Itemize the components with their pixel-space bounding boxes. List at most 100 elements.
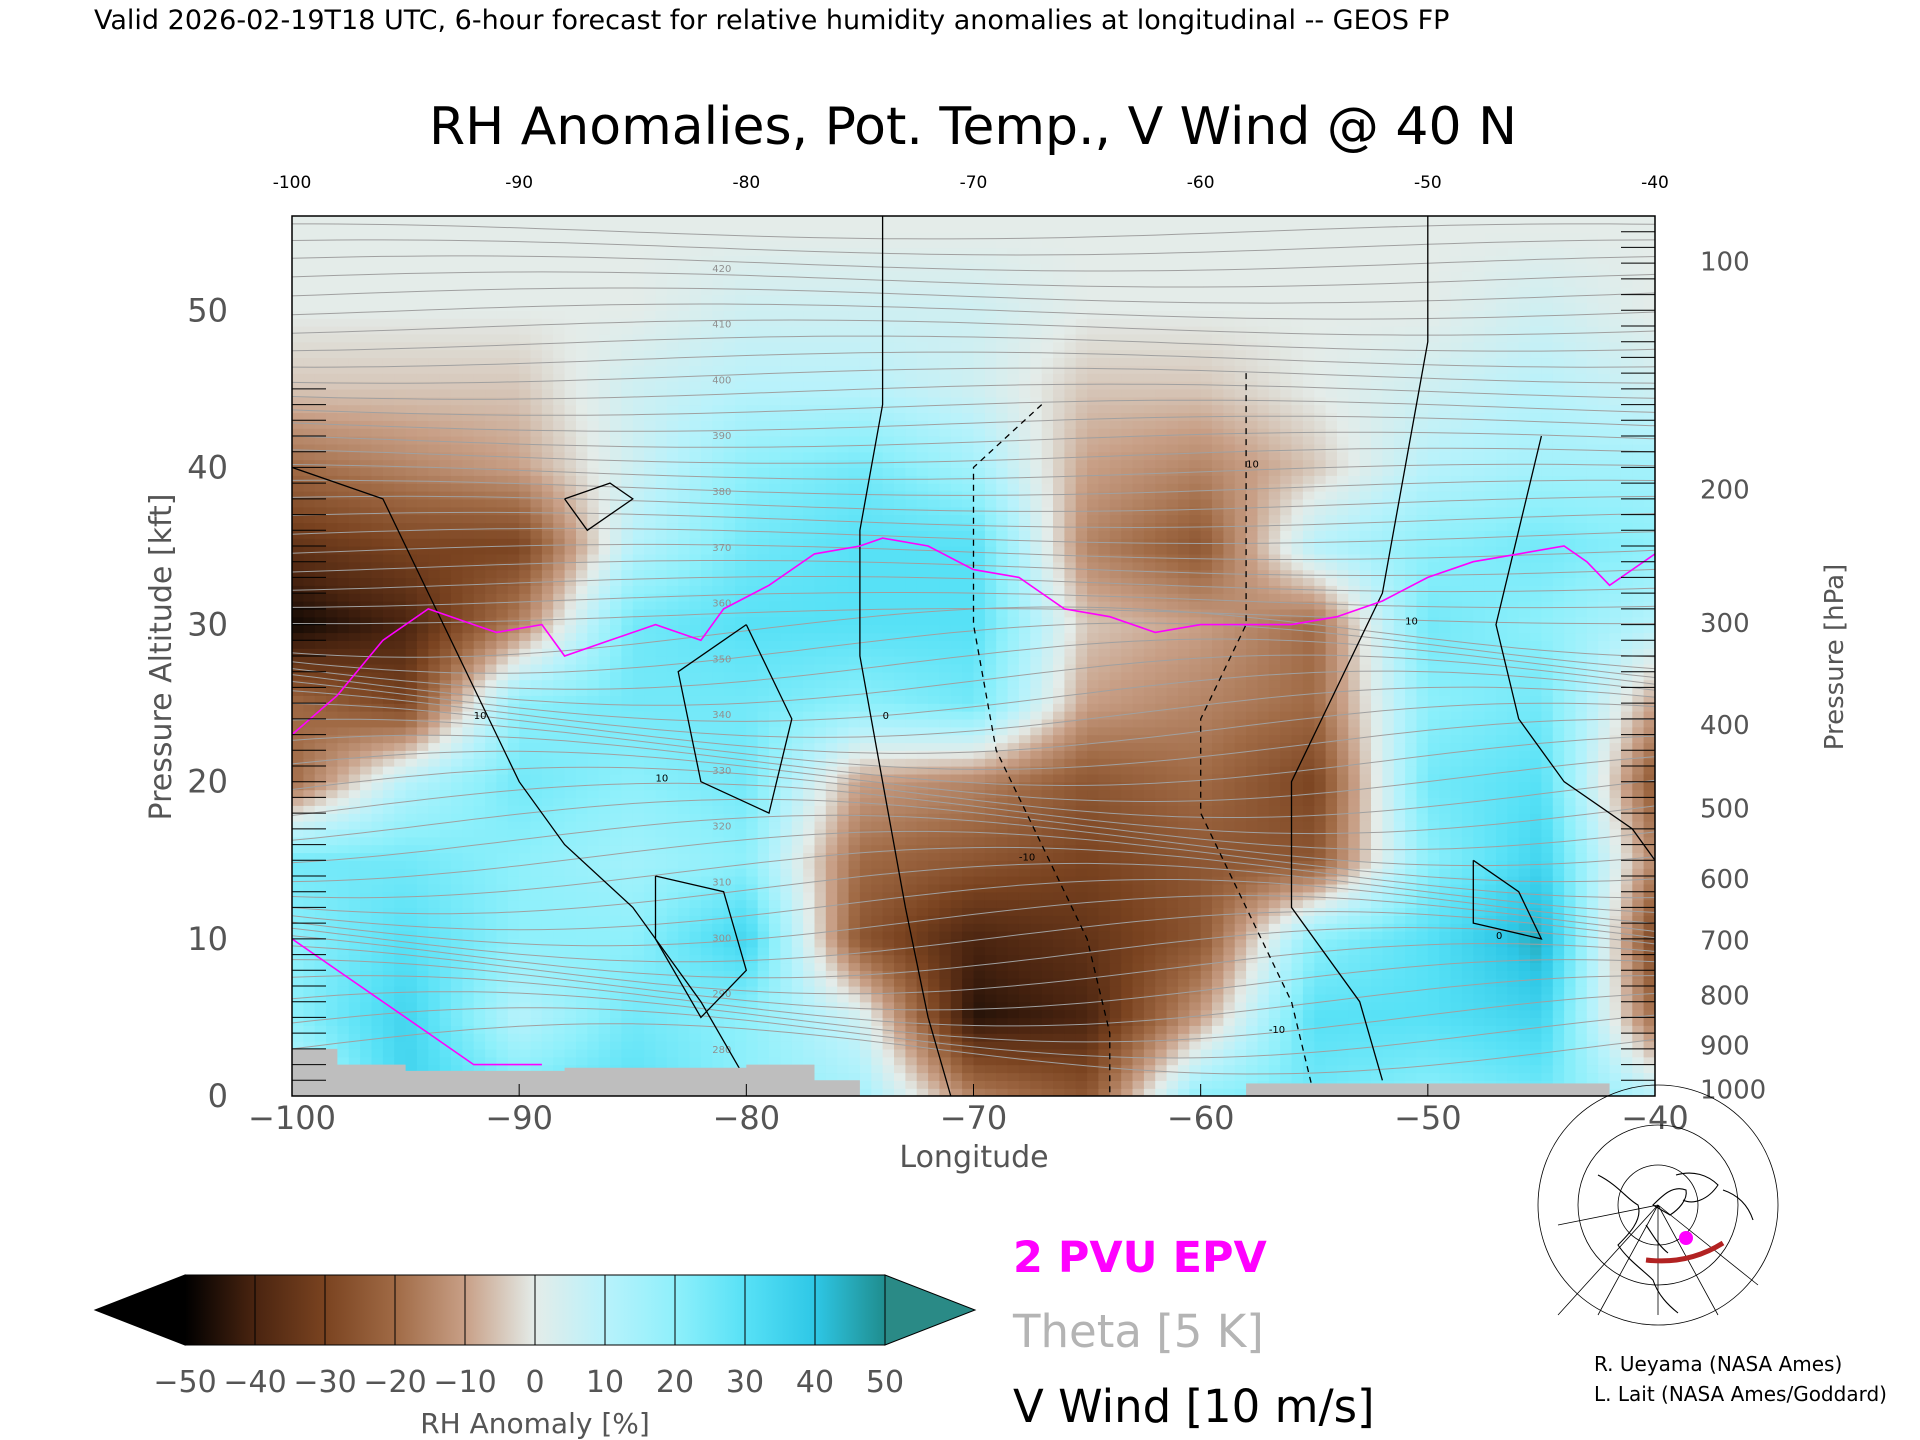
heatmap-cell — [939, 1048, 952, 1058]
heatmap-cell — [405, 813, 418, 822]
heatmap-cell — [735, 852, 747, 861]
heatmap-cell — [1200, 828, 1213, 838]
heatmap-cell — [803, 923, 816, 932]
heatmap-cell — [1268, 1048, 1281, 1058]
heatmap-cell — [1609, 781, 1622, 791]
heatmap-cell — [382, 915, 395, 924]
heatmap-cell — [871, 891, 884, 901]
heatmap-cell — [655, 946, 668, 956]
heatmap-cell — [576, 828, 588, 838]
heatmap-cell — [314, 844, 327, 854]
heatmap-cell — [610, 836, 622, 846]
heatmap-cell — [1200, 1064, 1213, 1074]
heatmap-cell — [1552, 899, 1565, 909]
heatmap-cell — [485, 1009, 498, 1019]
heatmap-cell — [1427, 781, 1440, 791]
heatmap-cell — [621, 938, 634, 948]
heatmap-cell — [519, 946, 532, 956]
heatmap-cell — [1053, 978, 1065, 987]
heatmap-cell — [757, 891, 770, 901]
heatmap-cell — [541, 805, 554, 814]
heatmap-cell — [610, 813, 622, 822]
heatmap-cell — [1564, 1048, 1577, 1058]
heatmap-cell — [973, 1025, 986, 1034]
heatmap-cell — [610, 1048, 622, 1058]
heatmap-cell — [1496, 860, 1508, 869]
heatmap-cell — [1427, 931, 1440, 940]
heatmap-cell — [1268, 1064, 1281, 1074]
heatmap-cell — [1473, 1072, 1486, 1081]
heatmap-cell — [666, 766, 679, 775]
heatmap-cell — [1018, 899, 1031, 909]
heatmap-cell — [1246, 828, 1259, 838]
heatmap-cell — [621, 773, 634, 783]
heatmap-cell — [1087, 781, 1100, 791]
heatmap-cell — [462, 1064, 475, 1074]
heatmap-cell — [1291, 970, 1304, 979]
heatmap-cell — [1325, 993, 1338, 1003]
heatmap-cell — [1143, 1017, 1156, 1026]
heatmap-cell — [1087, 1088, 1100, 1096]
heatmap-cell — [439, 938, 452, 948]
heatmap-cell — [1268, 773, 1281, 783]
heatmap-cell — [1450, 899, 1463, 909]
heatmap-cell — [1257, 899, 1270, 909]
heatmap-cell — [848, 852, 861, 861]
heatmap-cell — [564, 1048, 577, 1058]
heatmap-cell — [780, 946, 793, 956]
heatmap-cell — [1450, 789, 1463, 799]
heatmap-cell — [735, 1033, 747, 1042]
heatmap-cell — [700, 813, 713, 822]
heatmap-cell — [1496, 828, 1508, 838]
heatmap-cell — [416, 1001, 429, 1011]
heatmap-cell — [519, 781, 532, 791]
heatmap-cell — [598, 891, 611, 901]
heatmap-cell — [1564, 821, 1577, 830]
heatmap-cell — [712, 868, 725, 877]
heatmap-cell — [473, 891, 486, 901]
heatmap-cell — [1030, 938, 1043, 948]
heatmap-cell — [1178, 1041, 1190, 1050]
heatmap-cell — [746, 766, 759, 775]
heatmap-cell — [871, 1001, 884, 1011]
heatmap-cell — [1291, 781, 1304, 791]
heatmap-cell — [1484, 931, 1497, 940]
heatmap-cell — [1143, 813, 1156, 822]
heatmap-cell — [1643, 1056, 1655, 1066]
heatmap-cell — [1268, 899, 1281, 909]
heatmap-cell — [1643, 970, 1655, 979]
heatmap-cell — [984, 954, 997, 964]
heatmap-cell — [360, 813, 373, 822]
heatmap-cell — [928, 1041, 941, 1050]
heatmap-cell — [678, 1056, 691, 1066]
heatmap-cell — [1030, 821, 1043, 830]
heatmap-cell — [644, 1017, 657, 1026]
heatmap-cell — [757, 1048, 770, 1058]
heatmap-cell — [678, 938, 691, 948]
heatmap-cell — [303, 970, 316, 979]
heatmap-cell — [916, 1017, 929, 1026]
heatmap-cell — [1575, 828, 1588, 838]
heatmap-cell — [314, 828, 327, 838]
heatmap-cell — [1359, 1056, 1372, 1066]
heatmap-cell — [1257, 876, 1270, 885]
heatmap-cell — [382, 970, 395, 979]
heatmap-cell — [1132, 899, 1145, 909]
heatmap-cell — [769, 868, 781, 877]
heatmap-cell — [1575, 899, 1588, 909]
heatmap-cell — [1189, 938, 1202, 948]
heatmap-cell — [939, 1009, 952, 1019]
heatmap-cell — [1405, 805, 1418, 814]
heatmap-cell — [655, 954, 668, 964]
heatmap-cell — [837, 766, 850, 775]
heatmap-cell — [541, 993, 554, 1003]
heatmap-cell — [1200, 993, 1213, 1003]
heatmap-cell — [553, 1001, 566, 1011]
heatmap-cell — [1268, 883, 1281, 893]
heatmap-cell — [655, 789, 668, 799]
heatmap-cell — [1053, 1041, 1065, 1050]
heatmap-cell — [712, 915, 725, 924]
heatmap-cell — [530, 821, 543, 830]
heatmap-cell — [314, 813, 327, 822]
heatmap-cell — [1064, 1017, 1077, 1026]
